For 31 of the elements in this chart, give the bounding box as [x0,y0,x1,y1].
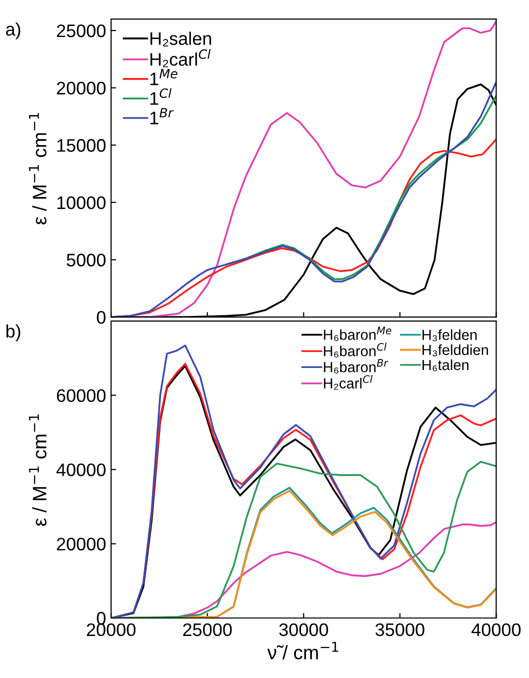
legend-label: H₆talen [422,359,468,372]
x-tick-label: 25000 [183,623,232,636]
y-tick-label: 60000 [56,389,106,402]
legend-label: H₆baron$^{Me}$ [324,326,392,342]
legend-label: H₃felddien [422,344,488,356]
y-tick-label: 20000 [56,82,106,95]
x-axis-title: ν̃ / cm$^{−1}$ [267,642,338,660]
legend-label: 1$^{Me}$ [150,69,178,86]
y-tick-label: 0 [96,310,106,324]
text: a) [6,22,20,40]
y-tick-label: 20000 [56,538,106,550]
x-tick-label: 20000 [86,623,136,636]
legend-label: H₂carl$^{Cl}$ [324,375,373,390]
y-axis-title: ε / M$^{−1}$ cm$^{−1}$ [28,414,46,526]
x-tick-label: 40000 [472,623,521,636]
legend-label: H₆baron$^{Br}$ [324,359,388,374]
legend-label: H₂salen [150,32,212,46]
y-tick-label: 15000 [57,139,106,152]
legend-label: 1$^{Br}$ [150,108,174,124]
x-tick-label: 35000 [376,623,424,636]
y-tick-label: 10000 [57,196,106,210]
y-tick-label: 40000 [56,463,106,476]
x-tick-label: 30000 [279,623,328,636]
y-tick-label: 25000 [56,24,106,38]
legend-label: H₂carl$^{Cl}$ [150,49,211,68]
y-axis-title: ε / M$^{−1}$ cm$^{−1}$ [28,112,46,224]
legend-label: H₃felden [422,329,477,342]
text: b) [6,324,20,342]
legend-label: H₆baron$^{Cl}$ [324,342,387,358]
y-tick-label: 5000 [66,254,106,266]
legend-label: 1$^{Cl}$ [150,88,172,105]
